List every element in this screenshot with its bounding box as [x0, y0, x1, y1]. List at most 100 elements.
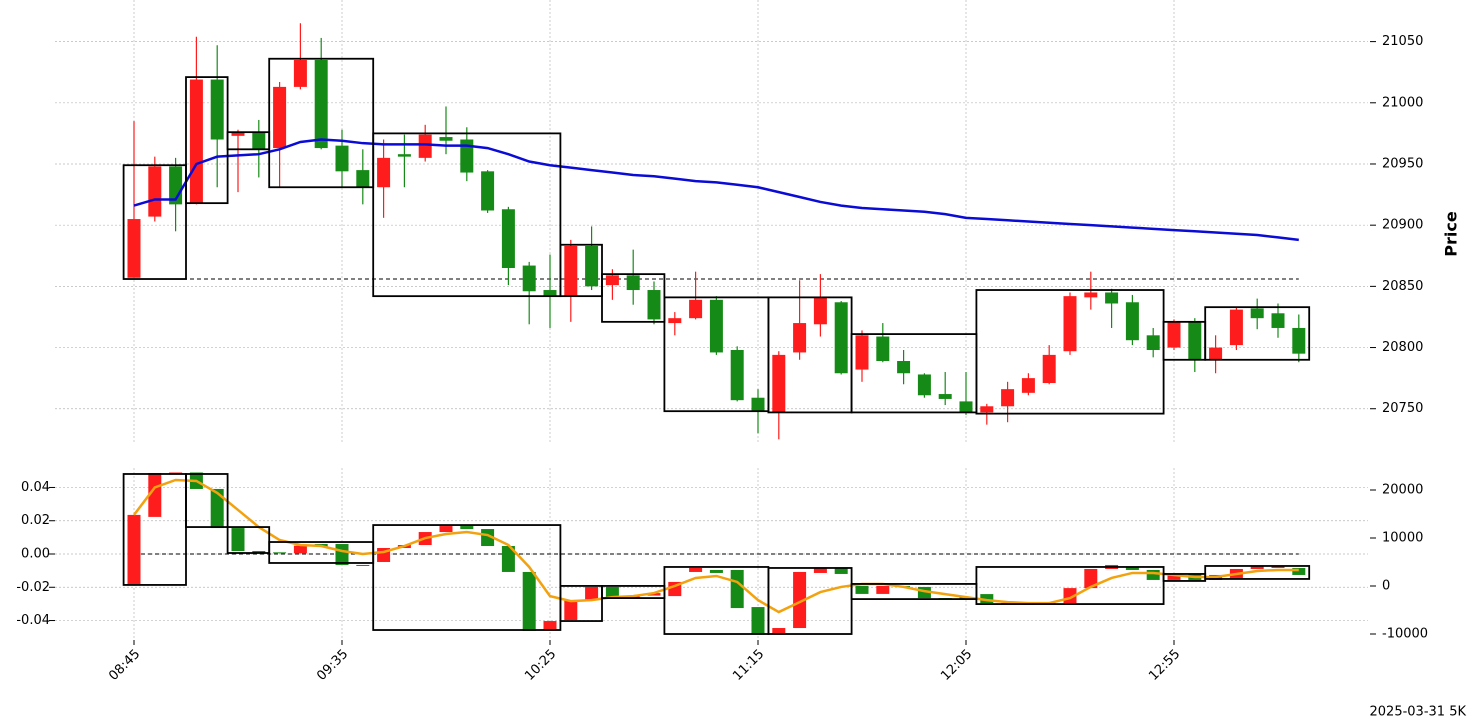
x-tick-label: 12:05 [938, 647, 975, 684]
range-box [767, 567, 853, 635]
candle-body [1292, 567, 1306, 575]
candle-body [647, 290, 661, 320]
candle-body [1125, 302, 1139, 341]
candle-body [1084, 568, 1098, 589]
x-tick-label: 12:55 [1146, 647, 1183, 684]
candle-body [460, 526, 474, 530]
candle-body [793, 571, 807, 629]
candle-body [1271, 313, 1285, 328]
candle-body [356, 564, 370, 566]
candle-body [1021, 378, 1035, 393]
candle-body [127, 514, 141, 585]
range-box [122, 164, 187, 280]
candle-body [1146, 335, 1160, 350]
candle-body [876, 585, 890, 594]
candle-body [585, 586, 599, 601]
y-tick-label: 20750 [1382, 401, 1423, 416]
candle-body [626, 275, 640, 291]
candle-body [793, 323, 807, 353]
candle-body [127, 219, 141, 278]
candle-body [1063, 296, 1077, 352]
candle-body [834, 302, 848, 374]
y-axis-label: Price [1442, 211, 1461, 257]
candle-body [668, 318, 682, 324]
candle-body [1105, 292, 1119, 304]
candle-body [314, 59, 328, 149]
candle-body [751, 607, 765, 635]
candle-body [293, 59, 307, 87]
candle-body [293, 545, 307, 554]
range-box [1204, 565, 1311, 580]
candle-body [751, 397, 765, 412]
candle-body [772, 354, 786, 413]
x-tick-label: 10:25 [522, 647, 559, 684]
y-tick-label: -0.04 [16, 613, 50, 628]
candle-body [1001, 389, 1015, 407]
candle-body [564, 600, 578, 621]
y-tick-label: 0.02 [21, 513, 50, 528]
candle-body [481, 529, 495, 547]
range-box [975, 566, 1165, 605]
candle-body [481, 171, 495, 211]
x-tick-label: 09:35 [314, 647, 351, 684]
candle-body [439, 526, 453, 533]
x-tick-label: 08:45 [106, 647, 143, 684]
candle-body [252, 551, 266, 554]
candle-body [1229, 309, 1243, 346]
range-box [268, 57, 375, 189]
candle-body [689, 299, 703, 319]
candle-body [980, 406, 994, 413]
range-box [226, 526, 271, 554]
candle-body [501, 209, 515, 269]
candle-body [959, 401, 973, 413]
candle-body [169, 472, 183, 474]
y2-tick-label: 20000 [1382, 482, 1423, 497]
candle-body [231, 528, 245, 552]
y-tick-label: 20800 [1382, 340, 1423, 355]
candle-body [813, 567, 827, 573]
candle-body [543, 290, 557, 297]
y-tick-label: -0.02 [16, 580, 50, 595]
candle-body [397, 154, 411, 157]
candle-body [522, 571, 536, 632]
range-box [122, 473, 187, 586]
candle-body [689, 567, 703, 572]
candle-body [772, 628, 786, 635]
y-tick-label: 0.04 [21, 480, 50, 495]
moving-average-line [133, 478, 1299, 614]
footer: 2025-03-31 5K [1370, 705, 1467, 720]
y2-tick-label: -10000 [1382, 626, 1428, 641]
candle-body [1292, 327, 1306, 354]
y-tick-label: 20850 [1382, 279, 1423, 294]
candle-body [855, 585, 869, 594]
candle-body [543, 621, 557, 631]
candle-body [1209, 347, 1223, 360]
candle-body [1125, 566, 1139, 570]
y2-tick-label: 10000 [1382, 530, 1423, 545]
y-tick-label: 20900 [1382, 218, 1423, 233]
candle-body [1188, 321, 1202, 360]
candle-body [1167, 321, 1181, 348]
candle-body [1271, 565, 1285, 568]
range-box [372, 524, 562, 631]
candle-body [1042, 354, 1056, 384]
y2-tick-label: 0 [1382, 578, 1390, 593]
candle-body [418, 134, 432, 158]
candle-body [730, 349, 744, 401]
y-tick-label: 21050 [1382, 34, 1423, 49]
candle-body [522, 265, 536, 292]
candle-body [273, 86, 287, 149]
y-tick-label: 20950 [1382, 156, 1423, 171]
candle-body [148, 166, 162, 217]
candle-body [938, 394, 952, 399]
candle-body [709, 569, 723, 573]
candle-body [730, 569, 744, 609]
candle-body [897, 361, 911, 374]
range-box [1204, 306, 1311, 361]
candle-body [356, 170, 370, 188]
candle-body [605, 586, 619, 599]
candle-body [917, 586, 931, 599]
candle-body [813, 297, 827, 325]
candle-body [231, 132, 245, 136]
